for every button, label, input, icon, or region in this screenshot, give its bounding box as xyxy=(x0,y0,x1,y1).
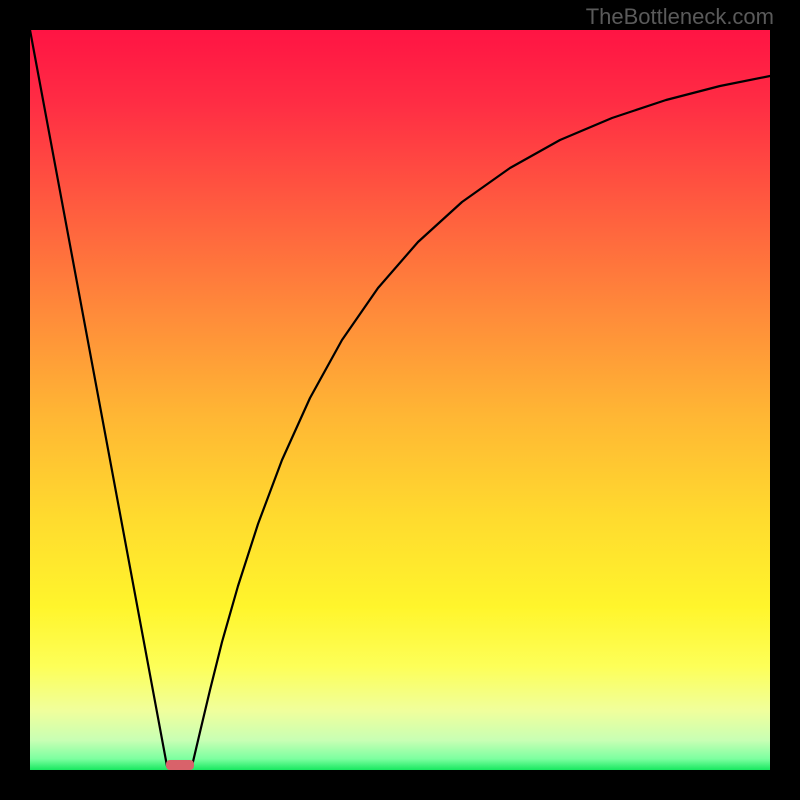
curve-left-segment xyxy=(30,30,167,766)
watermark-text: TheBottleneck.com xyxy=(586,4,774,30)
chart-root: TheBottleneck.com xyxy=(0,0,800,800)
optimal-range-marker xyxy=(166,760,194,770)
bottleneck-curve xyxy=(0,0,800,800)
curve-right-segment xyxy=(192,76,770,766)
